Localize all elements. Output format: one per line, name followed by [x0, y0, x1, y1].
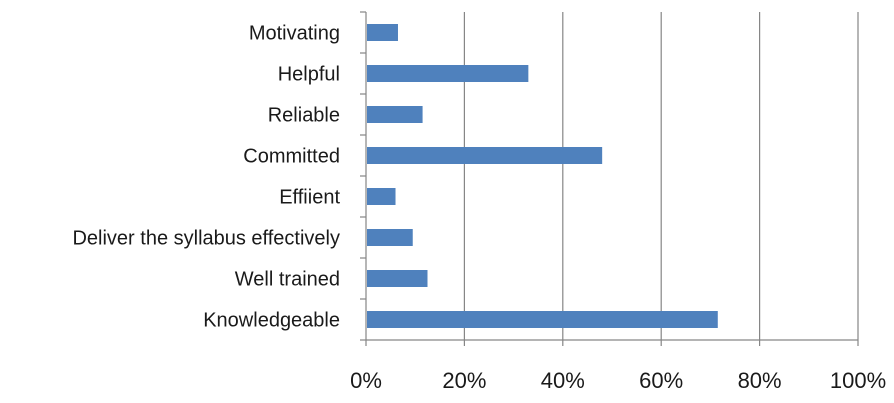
- category-label: Reliable: [268, 105, 340, 127]
- x-tick-labels: 0% 20% 40% 60% 80% 100%: [350, 368, 886, 393]
- bar: [367, 106, 423, 123]
- category-label: Motivating: [249, 23, 340, 45]
- x-tick-label: 80%: [738, 368, 782, 393]
- x-tick-label: 0%: [350, 368, 382, 393]
- category-label: Deliver the syllabus effectively: [72, 228, 340, 250]
- bar: [367, 270, 428, 287]
- category-label: Well trained: [235, 269, 340, 291]
- category-labels: Motivating Helpful Reliable Committed Effiie…: [72, 23, 340, 332]
- bar: [367, 311, 718, 328]
- category-label: Effiient: [279, 187, 340, 209]
- bar: [367, 65, 529, 82]
- bar: [367, 147, 603, 164]
- bar: [367, 229, 413, 246]
- category-label: Knowledgeable: [203, 310, 340, 332]
- axes: [360, 11, 859, 346]
- bar: [367, 188, 396, 205]
- category-label: Committed: [243, 146, 340, 168]
- category-label: Helpful: [278, 64, 340, 86]
- bars: [367, 24, 718, 328]
- bar: [367, 24, 398, 41]
- x-tick-label: 40%: [541, 368, 585, 393]
- x-tick-label: 100%: [830, 368, 886, 393]
- x-tick-label: 20%: [442, 368, 486, 393]
- gridlines: [463, 12, 859, 340]
- x-tick-label: 60%: [639, 368, 683, 393]
